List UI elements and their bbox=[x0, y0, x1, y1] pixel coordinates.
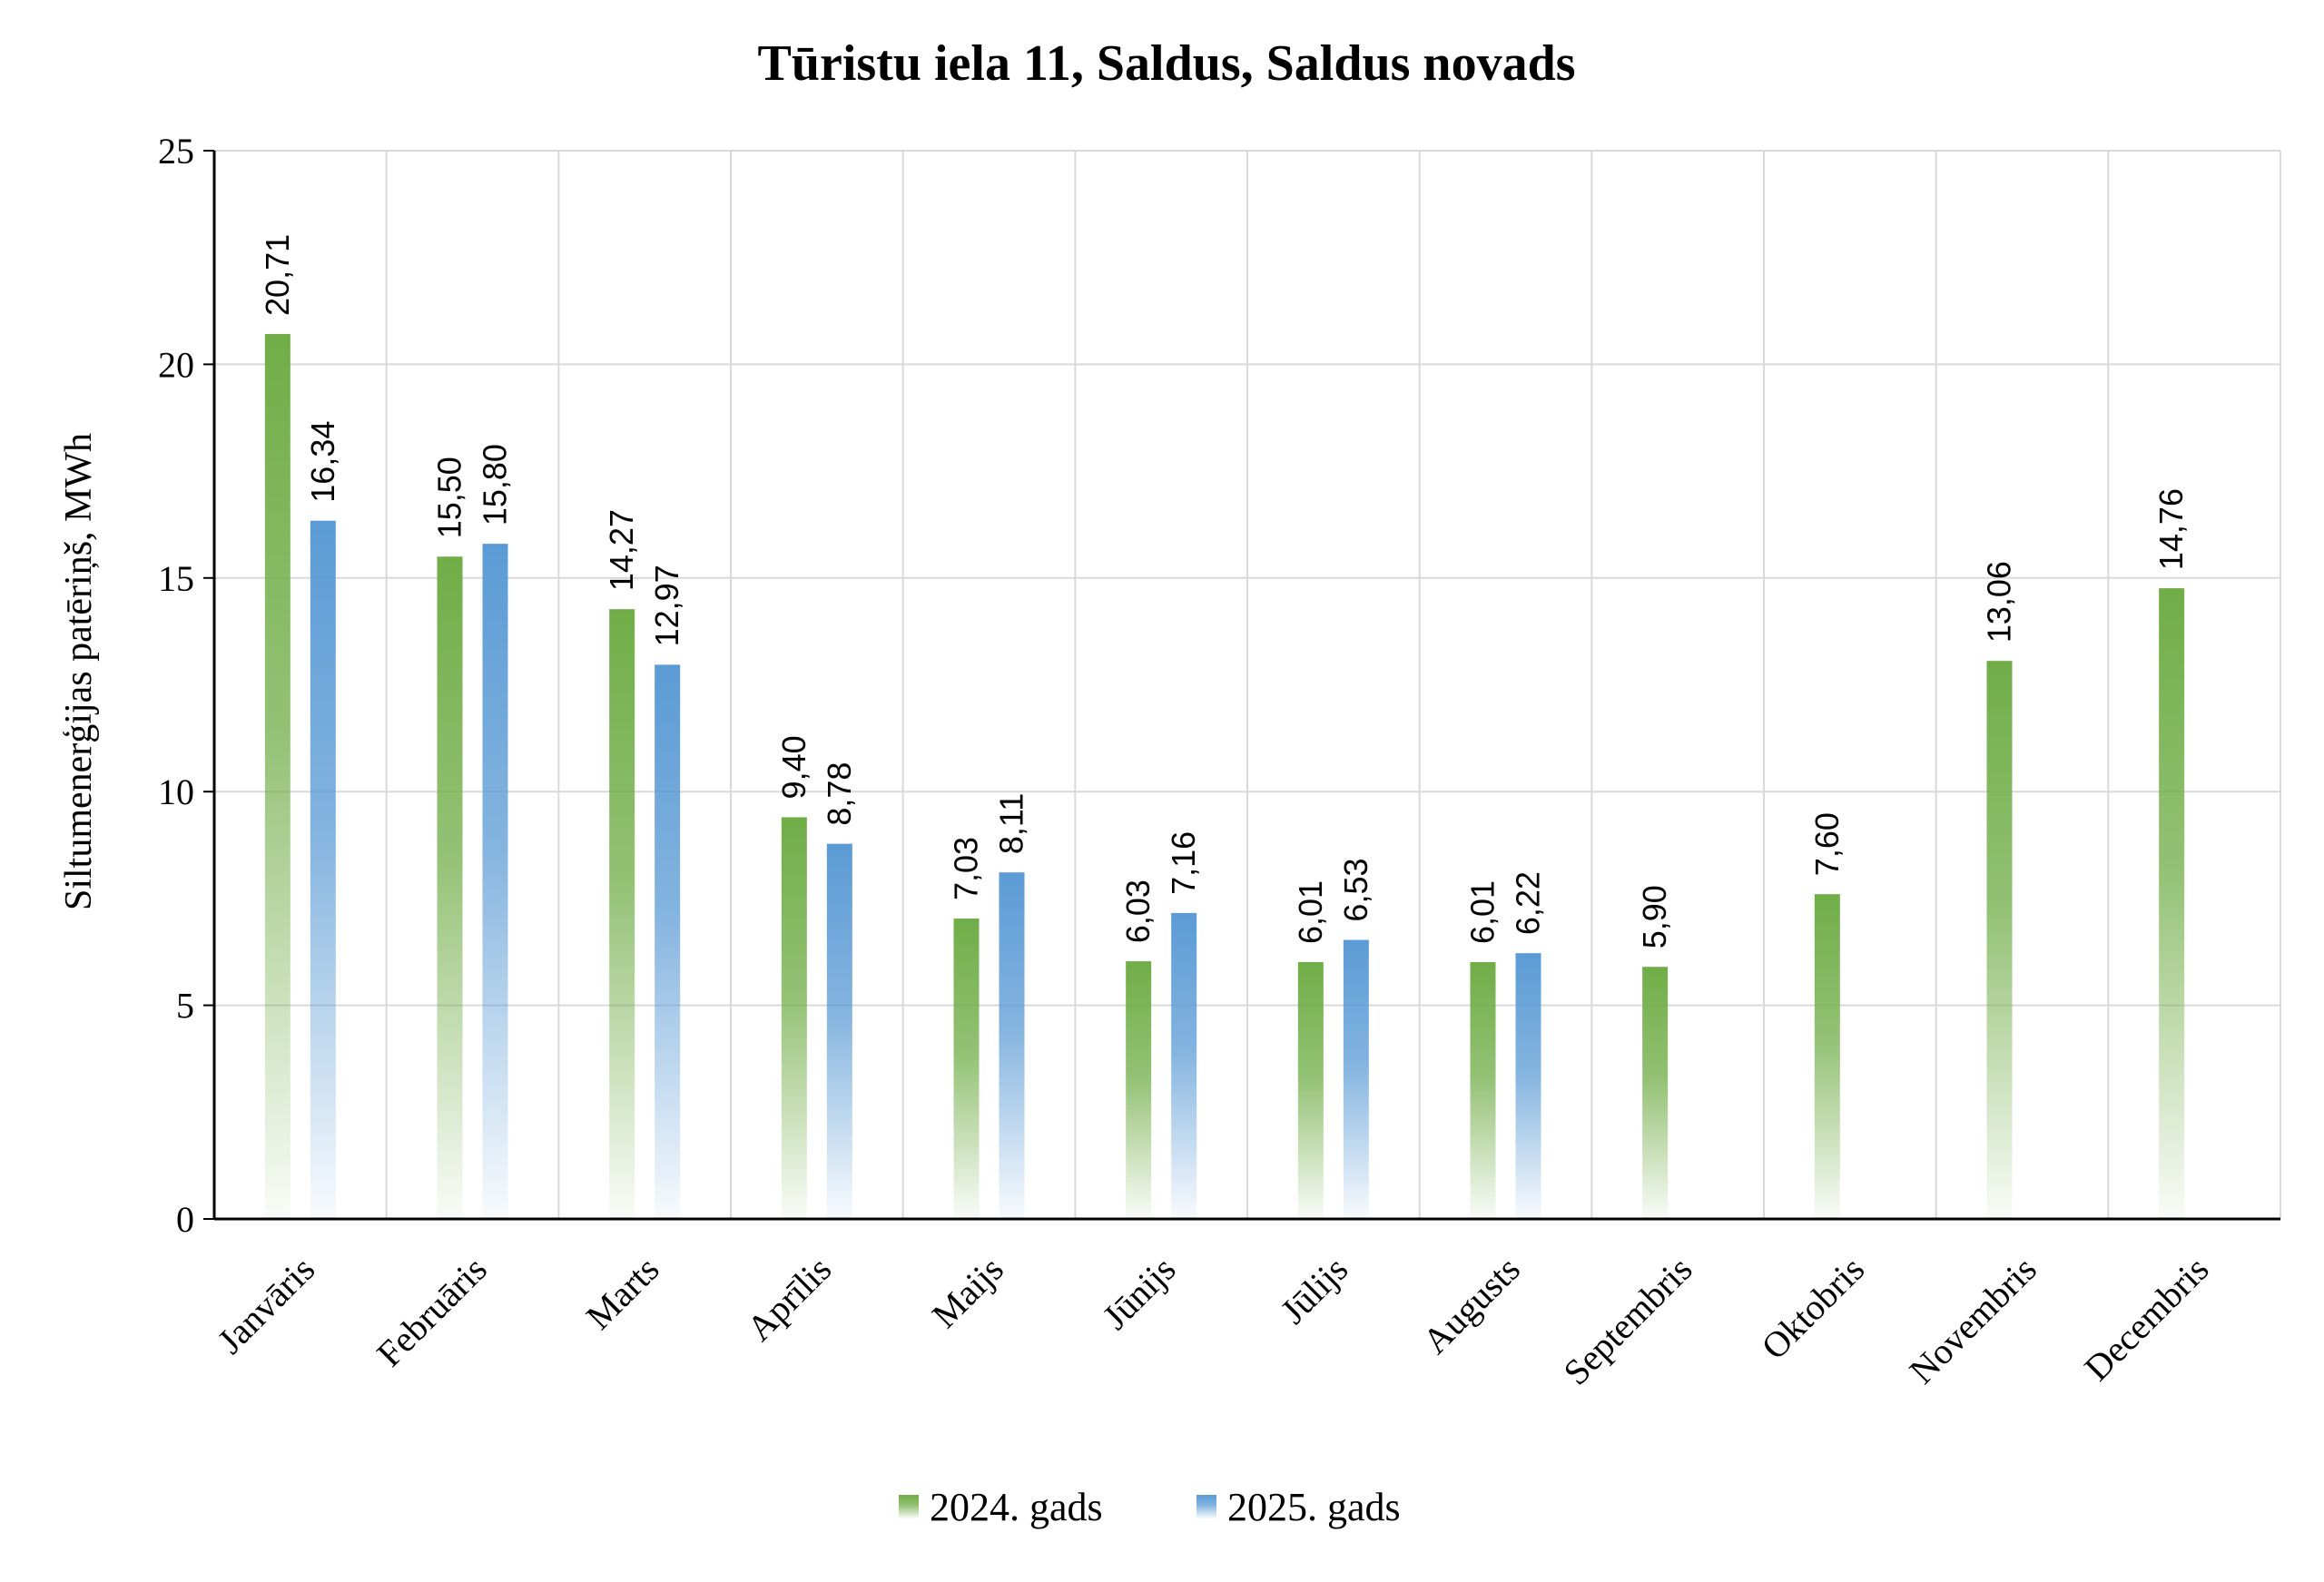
bar-2024 bbox=[1470, 962, 1496, 1219]
y-tick-label: 0 bbox=[176, 1199, 194, 1240]
data-label: 20,71 bbox=[259, 234, 296, 316]
y-axis-label: Siltumenerģijas patēriņš, MWh bbox=[58, 433, 100, 910]
data-label: 7,60 bbox=[1808, 812, 1846, 876]
data-label: 16,34 bbox=[304, 421, 341, 503]
x-tick-label: Septembris bbox=[1555, 1249, 1699, 1393]
bar-2024 bbox=[609, 609, 635, 1219]
x-tick-label: Marts bbox=[578, 1249, 667, 1338]
bar-2024 bbox=[1642, 967, 1669, 1219]
y-tick-label: 10 bbox=[158, 771, 194, 812]
bar-2025 bbox=[1515, 953, 1541, 1219]
x-tick-label: Jūnijs bbox=[1095, 1249, 1184, 1338]
x-tick-label: Februāris bbox=[369, 1249, 495, 1375]
bar-2024 bbox=[1297, 962, 1324, 1219]
data-label: 15,80 bbox=[477, 444, 514, 526]
bar-2024 bbox=[953, 919, 980, 1219]
data-label: 8,11 bbox=[993, 793, 1030, 854]
data-label: 12,97 bbox=[648, 565, 685, 646]
bar-2024 bbox=[2159, 588, 2185, 1219]
bar-2024 bbox=[781, 817, 807, 1219]
y-tick-label: 20 bbox=[158, 344, 194, 385]
data-label: 6,01 bbox=[1292, 880, 1329, 944]
bar-2025 bbox=[1171, 912, 1197, 1219]
bar-2025 bbox=[999, 872, 1025, 1219]
x-tick-label: Novembris bbox=[1901, 1249, 2044, 1392]
legend-label-2025: 2025. gads bbox=[1227, 1485, 1401, 1529]
data-label: 6,53 bbox=[1337, 858, 1374, 921]
legend-swatch-2024 bbox=[899, 1495, 919, 1518]
data-label: 7,16 bbox=[1165, 831, 1202, 895]
x-tick-label: Aprīlis bbox=[739, 1249, 839, 1349]
data-label: 8,78 bbox=[821, 762, 858, 826]
data-label: 6,22 bbox=[1510, 871, 1547, 935]
legend-swatch-2025 bbox=[1196, 1495, 1216, 1518]
bar-2025 bbox=[310, 520, 336, 1219]
bar-2025 bbox=[482, 544, 508, 1219]
y-tick-label: 15 bbox=[158, 558, 194, 599]
chart-title: Tūristu iela 11, Saldus, Saldus novads bbox=[757, 35, 1575, 92]
bar-2025 bbox=[1343, 939, 1369, 1219]
data-label: 14,27 bbox=[603, 509, 640, 591]
grid bbox=[214, 150, 2281, 1219]
legend-label-2024: 2024. gads bbox=[930, 1485, 1103, 1529]
x-tick-label: Maijs bbox=[924, 1249, 1011, 1336]
data-label: 9,40 bbox=[775, 735, 812, 799]
x-tick-label: Decembris bbox=[2076, 1249, 2216, 1389]
data-label: 5,90 bbox=[1636, 885, 1673, 948]
axes: 0 5 10 15 20 25 Janvāris Februāris Marts Aprīlis M… bbox=[158, 131, 2280, 1393]
bar-2025 bbox=[826, 843, 852, 1219]
y-tick-label: 5 bbox=[176, 986, 194, 1027]
bar-2025 bbox=[655, 664, 681, 1219]
bar-2024 bbox=[1814, 894, 1840, 1219]
x-tick-label: Augusts bbox=[1414, 1249, 1528, 1362]
x-tick-label: Jūlijs bbox=[1273, 1249, 1356, 1332]
bar-2024 bbox=[1126, 961, 1152, 1219]
data-label: 13,06 bbox=[1981, 561, 2018, 643]
legend: 2024. gads 2025. gads bbox=[899, 1485, 1401, 1529]
x-tick-label: Janvāris bbox=[210, 1249, 323, 1362]
bar-2024 bbox=[437, 556, 463, 1219]
data-label: 7,03 bbox=[948, 837, 985, 900]
bars bbox=[264, 333, 2185, 1219]
data-label: 6,01 bbox=[1464, 880, 1502, 944]
data-label: 6,03 bbox=[1119, 879, 1157, 943]
data-label: 14,76 bbox=[2152, 488, 2190, 570]
data-label: 15,50 bbox=[431, 457, 468, 538]
y-tick-label: 25 bbox=[158, 131, 194, 172]
x-tick-label: Oktobris bbox=[1753, 1249, 1872, 1368]
bar-2024 bbox=[264, 333, 290, 1219]
bar-2024 bbox=[1986, 661, 2013, 1219]
